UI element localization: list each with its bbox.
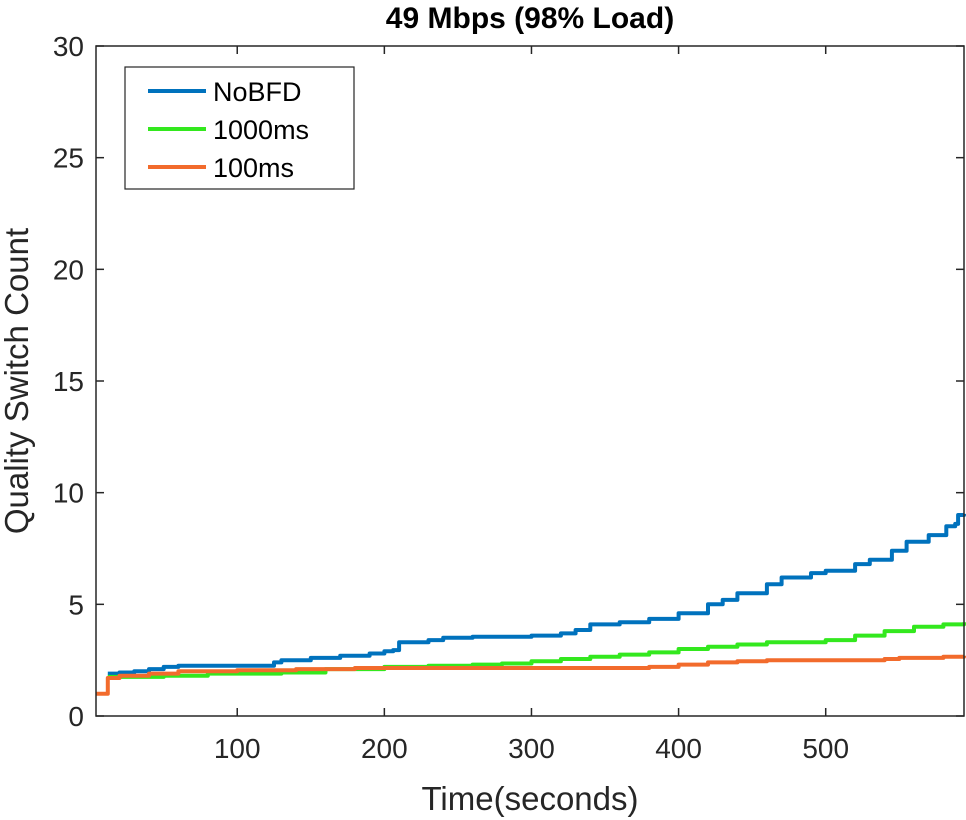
legend: NoBFD 1000ms 100ms bbox=[124, 66, 355, 190]
y-tick-label: 25 bbox=[53, 143, 84, 174]
chart-title: 49 Mbps (98% Load) bbox=[386, 2, 674, 35]
x-tick-label: 400 bbox=[655, 733, 702, 764]
x-tick-label: 100 bbox=[214, 733, 261, 764]
y-axis-label: Quality Switch Count bbox=[0, 228, 35, 534]
y-tick-label: 10 bbox=[53, 478, 84, 509]
y-tick-label: 15 bbox=[53, 366, 84, 397]
x-tick-label: 300 bbox=[508, 733, 555, 764]
legend-label: NoBFD bbox=[213, 77, 302, 107]
y-tick-label: 0 bbox=[68, 701, 84, 732]
y-tick-label: 30 bbox=[53, 31, 84, 62]
x-tick-label: 500 bbox=[802, 733, 849, 764]
x-tick-label: 200 bbox=[361, 733, 408, 764]
plot-lines bbox=[96, 513, 966, 696]
x-axis-ticks: 100 200 300 400 500 bbox=[214, 46, 849, 764]
y-axis-ticks: 0 5 10 15 20 25 30 bbox=[53, 31, 964, 732]
series-line-100ms bbox=[96, 654, 966, 696]
series-line-1000ms bbox=[107, 622, 966, 679]
x-axis-label: Time(seconds) bbox=[422, 780, 639, 817]
y-tick-label: 5 bbox=[68, 589, 84, 620]
legend-label: 100ms bbox=[213, 153, 294, 183]
y-tick-label: 20 bbox=[53, 254, 84, 285]
series-line-nobfd bbox=[107, 513, 966, 676]
legend-label: 1000ms bbox=[213, 115, 309, 145]
